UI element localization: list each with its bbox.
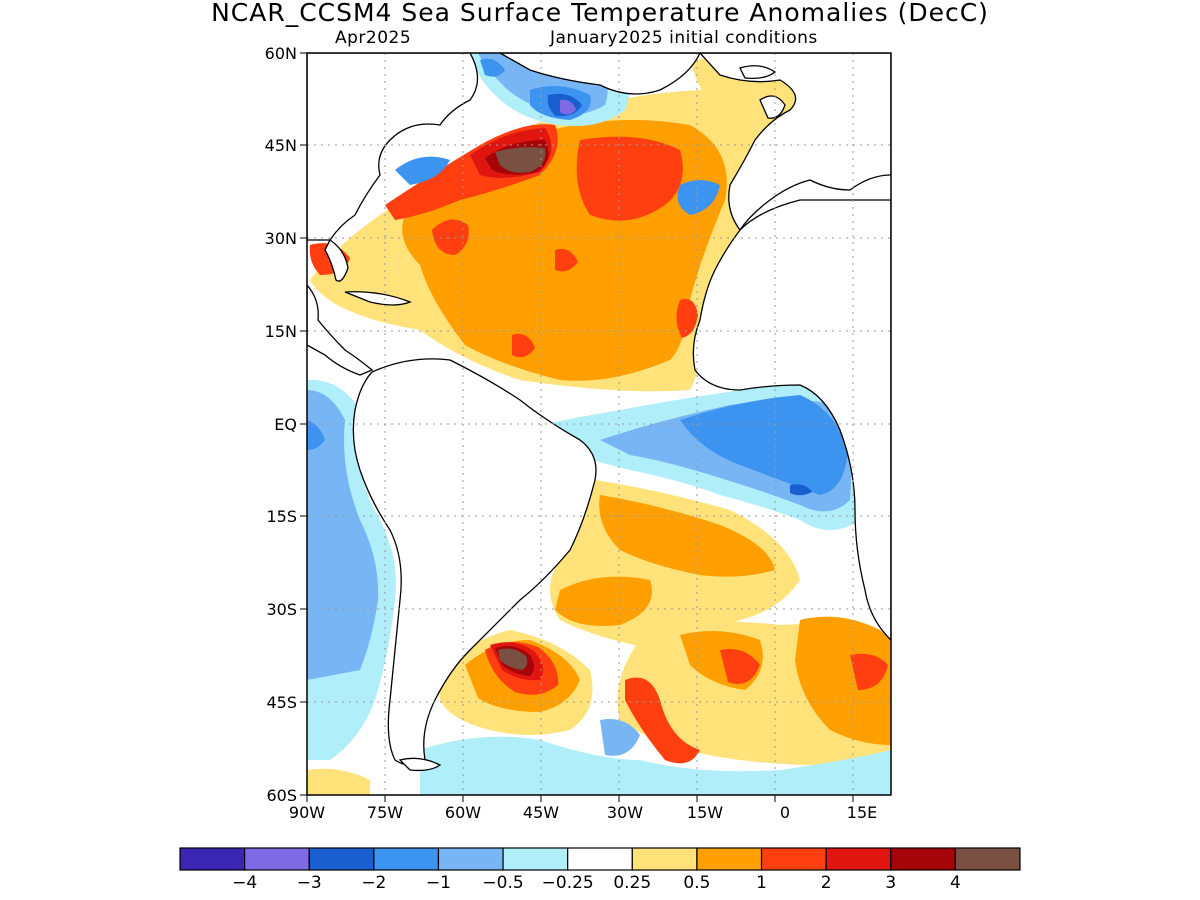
anomaly-region-cold-1-equatorial (680, 395, 848, 495)
lat-label-15n: 15N (264, 322, 297, 341)
anomaly-region-warm-extreme-gulfstream (495, 147, 546, 173)
colorbar-swatch (244, 847, 310, 871)
south-america (352, 358, 597, 766)
north-america (307, 53, 479, 241)
anomaly-region-cold-025-southern (420, 736, 891, 795)
africa (692, 199, 891, 641)
anomaly-region-warm-1-southwest (555, 576, 652, 626)
anomaly-region-cold-1-newfoundland (395, 156, 450, 185)
map-title: NCAR_CCSM4 Sea Surface Temperature Anoma… (211, 0, 989, 27)
cuba (344, 291, 412, 306)
lon-label-90w: 90W (288, 803, 326, 822)
lon-label-0: 0 (779, 803, 791, 822)
colorbar-swatch (760, 847, 827, 871)
lon-label-30w: 30W (606, 803, 644, 822)
europe (699, 53, 891, 232)
iceland (739, 65, 777, 80)
map-plot-area (307, 53, 891, 795)
lon-label-45w: 45W (522, 803, 560, 822)
anomaly-region-cold-3-labrador (560, 99, 576, 115)
colorbar-label: −0.5 (482, 873, 524, 893)
colorbar-swatch (631, 847, 698, 871)
colorbar-swatch (179, 847, 246, 871)
anomaly-region-warm-2-africa-west (676, 299, 698, 338)
initial-conditions: January2025 initial conditions (550, 28, 818, 48)
anomaly-region-warm-1-south (599, 495, 775, 577)
anomaly-region-warm-1-east (795, 616, 891, 745)
british-isles (759, 95, 786, 119)
anomaly-region-warm-2-west (432, 219, 469, 255)
colorbar-label: −2 (361, 873, 387, 893)
anomaly-region-warm-2-east (850, 653, 888, 690)
colorbar-label: −1 (425, 873, 451, 893)
colorbar-swatch (502, 847, 569, 871)
colorbar-swatch (954, 847, 1021, 871)
colorbar-swatch (373, 847, 440, 871)
lat-label-30n: 30N (264, 229, 297, 248)
colorbar-label: 0.5 (683, 873, 711, 893)
colorbar-swatch (696, 847, 763, 871)
lat-label-15s: 15S (266, 507, 297, 526)
lon-label-60w: 60W (444, 803, 482, 822)
land-masses (307, 53, 891, 772)
colorbar-label: 0.25 (613, 873, 652, 893)
greenland (498, 53, 701, 95)
colorbar (179, 847, 1021, 871)
colorbar-label: −4 (232, 873, 258, 893)
anomaly-region-warm-05-southwest-edge (307, 768, 370, 795)
lat-label-30s: 30S (266, 600, 297, 619)
florida (324, 239, 349, 282)
lon-label-15w: 15W (686, 803, 724, 822)
anomaly-region-cold-05-pacific (307, 390, 379, 680)
anomaly-region-warm-extreme-confluence (498, 648, 528, 670)
colorbar-label: 1 (756, 873, 767, 893)
axis-ticks (300, 52, 854, 802)
anomaly-region-warm-2-southeast (720, 649, 760, 684)
colorbar-label: −0.25 (541, 873, 594, 893)
colorbar-swatch (437, 847, 504, 871)
anomaly-region-cold-1-azores (677, 180, 720, 215)
anomaly-region-warm-2-tropical (512, 333, 535, 358)
central-america (307, 284, 374, 376)
anomaly-region-cold-2-gulf-of-guinea (790, 484, 812, 496)
colorbar-swatch (567, 847, 633, 871)
lat-label-60s: 60S (266, 786, 297, 805)
anomaly-region-warm-2-south (625, 677, 700, 764)
forecast-month: Apr2025 (335, 28, 412, 48)
colorbar-label: 2 (820, 873, 832, 893)
tierra-del-fuego (398, 757, 442, 772)
lon-label-15e: 15E (846, 803, 878, 822)
colorbar-swatch (890, 847, 956, 871)
anomaly-region-cold-1-pacific (307, 420, 325, 450)
lat-label-eq: EQ (274, 415, 297, 434)
anomaly-region-warm-2-azores (555, 248, 578, 272)
lat-label-60n: 60N (264, 44, 297, 63)
colorbar-swatch (825, 847, 892, 871)
anomaly-region-cold-1-northwest (480, 58, 505, 77)
colorbar-swatch (308, 847, 375, 871)
graticule (307, 53, 891, 795)
lon-label-75w: 75W (366, 803, 404, 822)
anomaly-region-warm-2-central (576, 136, 683, 221)
lat-label-45n: 45N (264, 136, 297, 155)
anomaly-region-cold-05-southern (600, 719, 640, 756)
colorbar-label: −3 (296, 873, 322, 893)
colorbar-label: 4 (949, 873, 961, 893)
lat-label-45s: 45S (266, 693, 297, 712)
colorbar-label: 3 (885, 873, 897, 893)
